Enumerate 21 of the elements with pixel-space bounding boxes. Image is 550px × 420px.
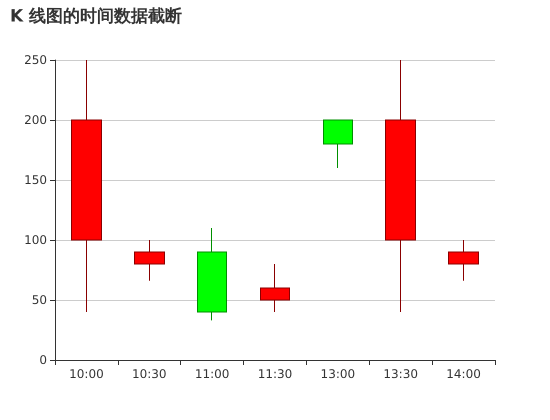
- chart-title: K 线图的时间数据截断: [10, 6, 182, 26]
- x-tick-label: 13:00: [320, 367, 356, 381]
- y-tick-label: 200: [24, 113, 47, 127]
- candlestick: [71, 60, 102, 312]
- candlestick: [134, 240, 165, 282]
- y-tick-label: 250: [24, 53, 47, 67]
- candlestick: [260, 264, 290, 312]
- x-tick-label: 10:30: [132, 367, 167, 381]
- candlestick: [323, 120, 353, 168]
- candlestick: [448, 240, 479, 282]
- candlestick: [385, 60, 416, 312]
- y-tick-label: 150: [24, 173, 47, 187]
- y-tick-label: 50: [32, 293, 47, 307]
- candlestick: [197, 228, 227, 321]
- x-tick-label: 10:00: [69, 367, 104, 381]
- x-tick-label: 11:30: [258, 367, 292, 381]
- y-tick-label: 0: [39, 353, 47, 367]
- x-tick-label: 13:30: [383, 367, 418, 381]
- x-tick-label: 14:00: [446, 367, 481, 381]
- x-tick-label: 11:00: [194, 367, 230, 381]
- y-tick-label: 100: [24, 233, 47, 247]
